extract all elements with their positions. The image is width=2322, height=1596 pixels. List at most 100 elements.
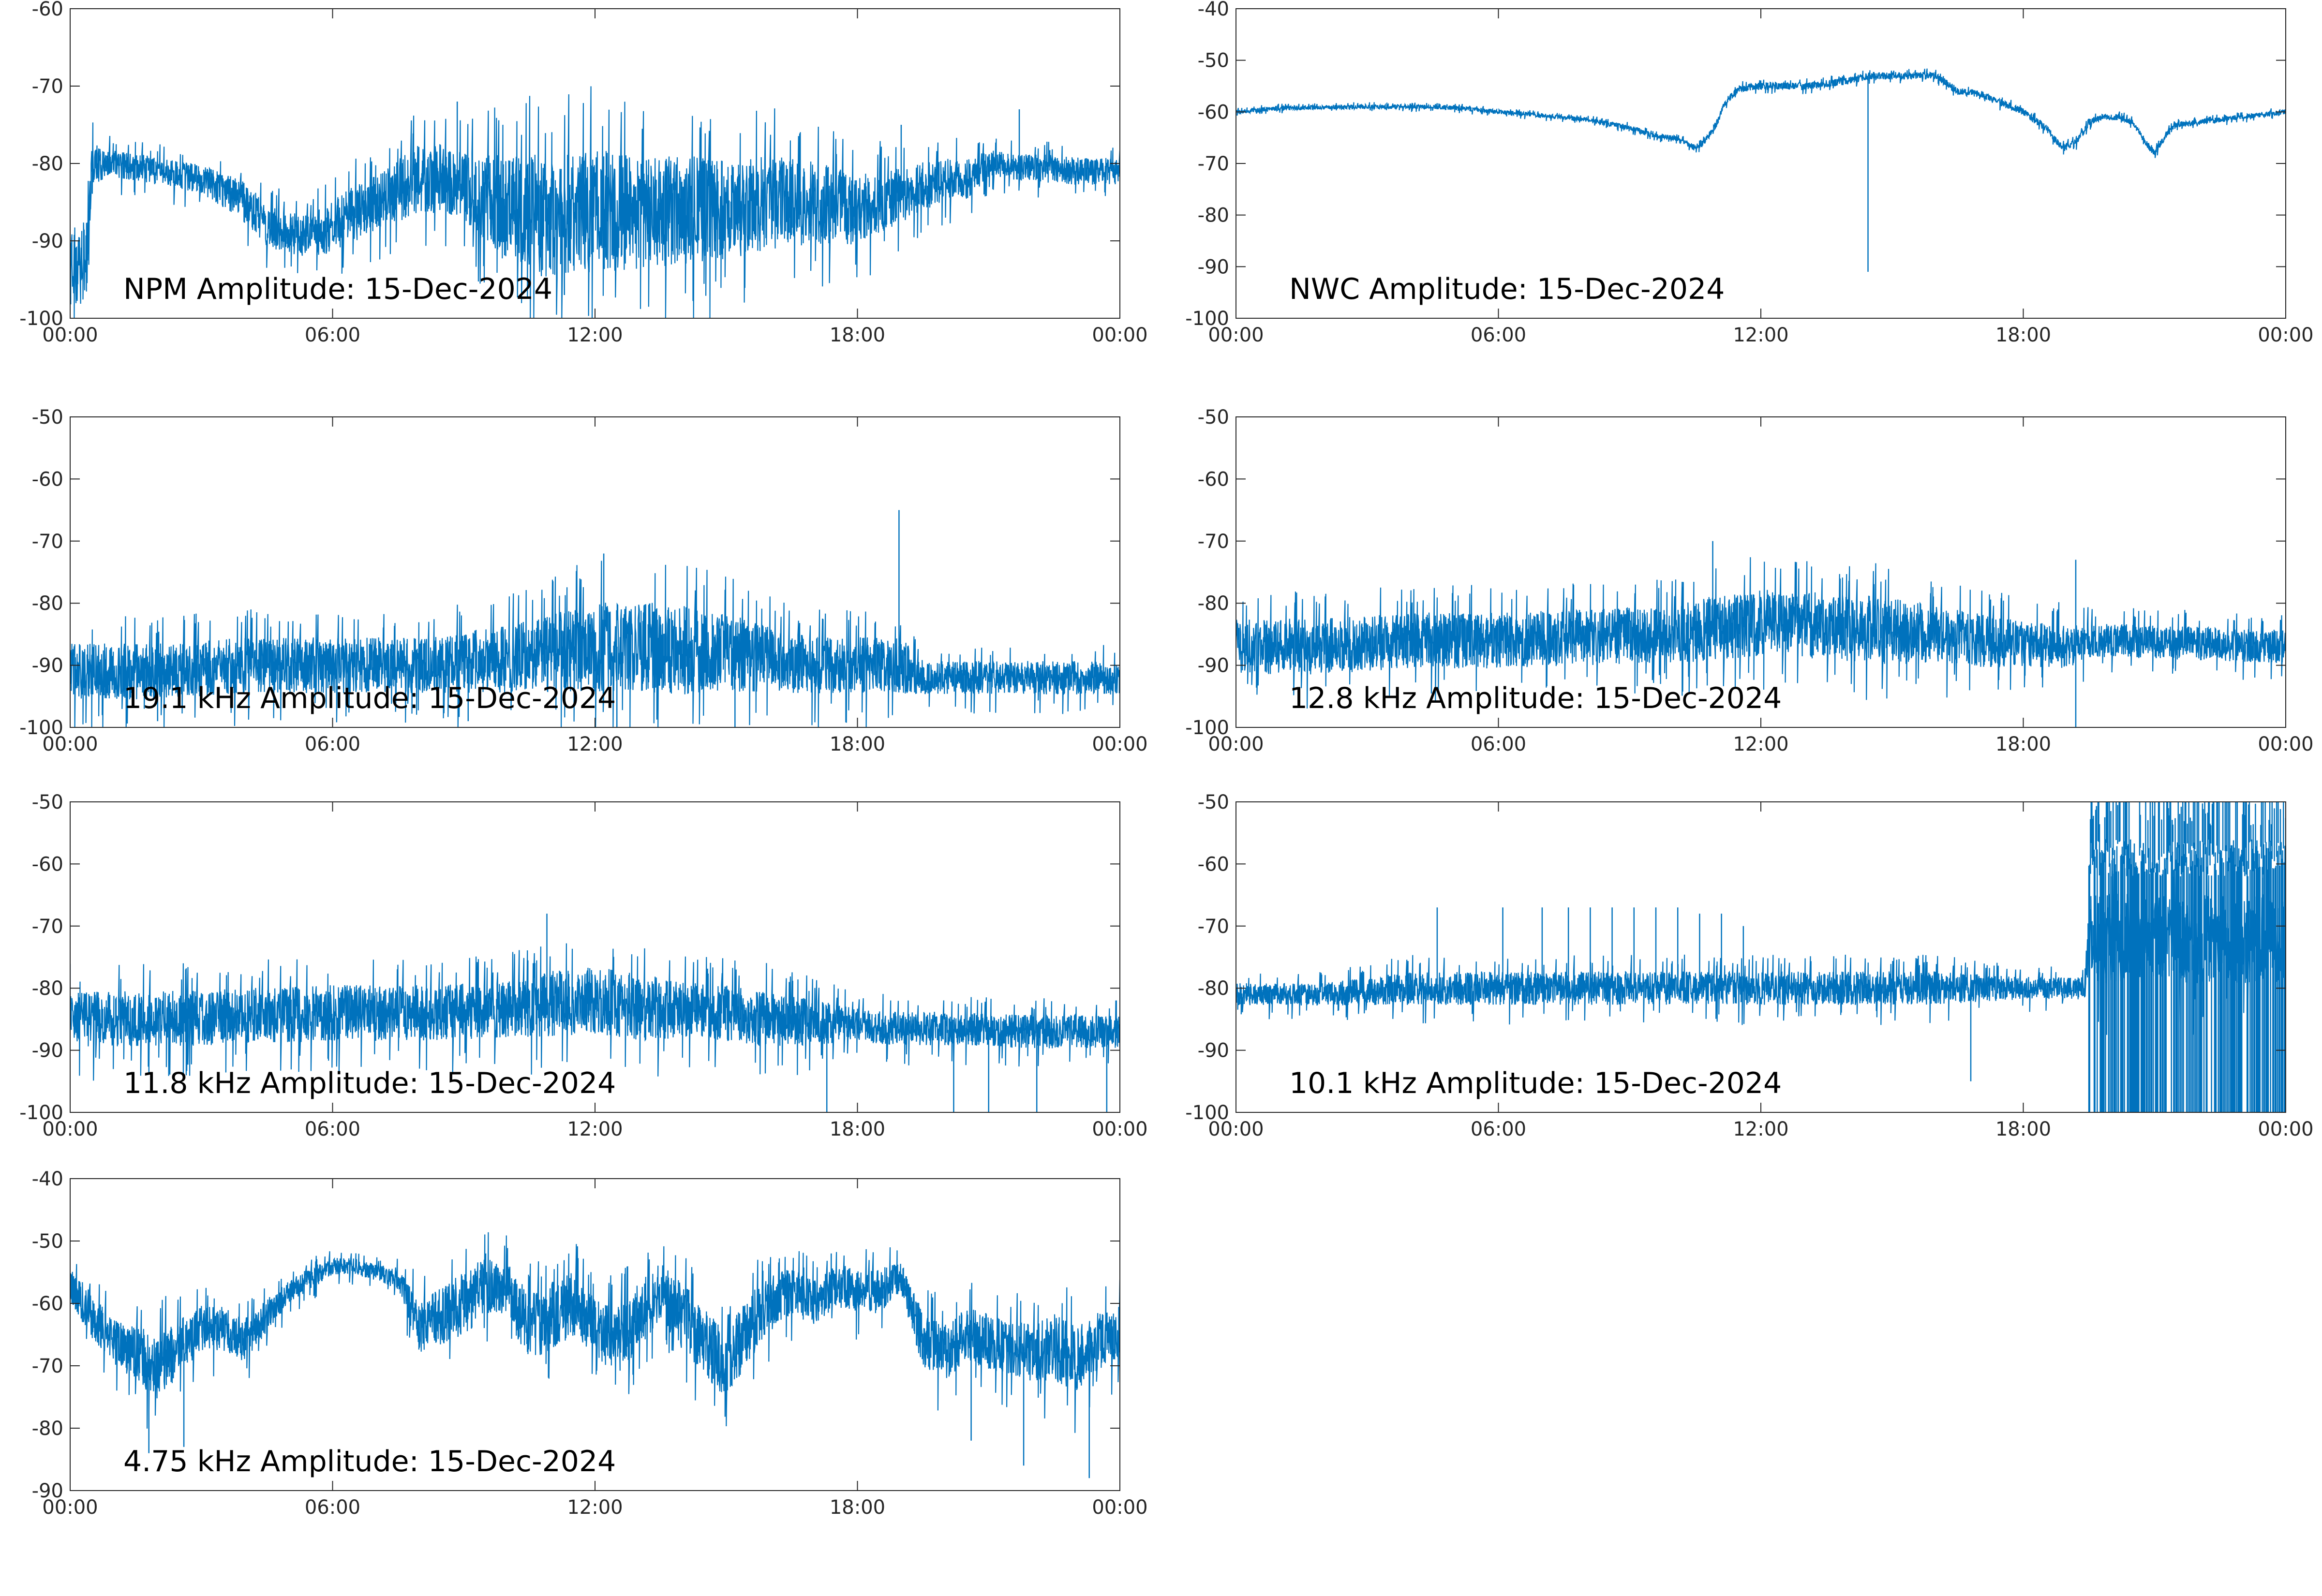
panel-5: -100 -90 -80 -70 -60 -50 00:00 06:00 12:00 18:00 0… <box>19 791 1147 1140</box>
x-tick-label: 18:00 <box>1995 324 2051 346</box>
x-tick-label: 00:00 <box>2258 324 2313 346</box>
series-line <box>70 943 1120 1081</box>
x-tick-label: 06:00 <box>305 733 360 755</box>
x-tick-label: 00:00 <box>1208 324 1264 346</box>
y-tick-label: -50 <box>32 406 63 429</box>
panel-title: NWC Amplitude: 15-Dec-2024 <box>1289 272 1725 306</box>
x-tick-label: 12:00 <box>567 1496 623 1519</box>
y-tick-label: -80 <box>32 977 63 1000</box>
y-tick-label: -90 <box>32 1040 63 1062</box>
panel-1: -100 -90 -80 -70 -60 00:00 06:00 12:00 18:00 00:0… <box>19 0 1147 346</box>
y-tick-label: -70 <box>32 1355 63 1377</box>
y-tick-label: -60 <box>32 0 63 20</box>
x-tick-label: 06:00 <box>305 324 360 346</box>
x-tick-label: 18:00 <box>830 1118 885 1140</box>
series-line <box>70 1232 1120 1433</box>
y-tick-label: -100 <box>1185 1102 1229 1124</box>
y-tick-label: -50 <box>1198 791 1229 813</box>
x-tick-label: 00:00 <box>2258 733 2313 755</box>
y-tick-label: -80 <box>1198 592 1229 615</box>
y-tick-label: -50 <box>1198 50 1229 72</box>
x-tick-label: 00:00 <box>42 324 98 346</box>
panel-title: 4.75 kHz Amplitude: 15-Dec-2024 <box>123 1445 616 1478</box>
y-tick-label: -50 <box>32 1230 63 1253</box>
y-tick-label: -40 <box>32 1168 63 1190</box>
x-tick-label: 00:00 <box>1092 1496 1147 1519</box>
y-tick-label: -70 <box>1198 153 1229 175</box>
y-tick-label: -90 <box>1198 655 1229 677</box>
x-tick-label: 12:00 <box>1733 1118 1788 1140</box>
y-tick-label: -60 <box>32 1293 63 1315</box>
burst-region <box>2088 802 2286 1112</box>
panel-7: -90 -80 -70 -60 -50 -40 00:00 06:00 12:00 18:00 00… <box>32 1168 1148 1519</box>
y-tick-label: -90 <box>32 230 63 252</box>
x-tick-label: 06:00 <box>305 1118 360 1140</box>
y-tick-label: -70 <box>1198 916 1229 938</box>
panels: -100 -90 -80 -70 -60 00:00 06:00 12:00 18:00 00:0… <box>19 0 2313 1519</box>
series-line <box>1236 68 2286 158</box>
y-tick-label: -70 <box>32 531 63 553</box>
y-tick-label: -100 <box>1185 308 1229 330</box>
y-tick-label: -70 <box>32 75 63 98</box>
y-tick-label: -50 <box>32 791 63 813</box>
x-tick-label: 12:00 <box>567 1118 623 1140</box>
x-tick-label: 00:00 <box>2258 1118 2313 1140</box>
y-tick-label: -100 <box>19 717 63 739</box>
y-tick-label: -90 <box>32 655 63 677</box>
y-tick-label: -80 <box>32 1418 63 1440</box>
x-tick-label: 00:00 <box>1092 324 1147 346</box>
panel-title: NPM Amplitude: 15-Dec-2024 <box>123 272 552 306</box>
y-tick-label: -80 <box>1198 205 1229 227</box>
y-tick-label: -100 <box>19 1102 63 1124</box>
x-tick-label: 00:00 <box>42 1496 98 1519</box>
y-tick-label: -80 <box>32 592 63 615</box>
y-tick-label: -60 <box>1198 468 1229 490</box>
y-tick-label: -80 <box>32 153 63 175</box>
series-line <box>1236 557 2286 709</box>
y-tick-label: -50 <box>1198 406 1229 429</box>
x-tick-label: 00:00 <box>42 733 98 755</box>
panel-title: 11.8 kHz Amplitude: 15-Dec-2024 <box>123 1066 616 1100</box>
y-tick-label: -100 <box>1185 717 1229 739</box>
x-tick-label: 18:00 <box>830 733 885 755</box>
y-tick-label: -60 <box>32 853 63 875</box>
panel-2: -100 -90 -80 -70 -60 -50 -40 00:00 06:00 12:00 18:… <box>1185 0 2313 346</box>
x-tick-label: 06:00 <box>305 1496 360 1519</box>
panel-3: -100 -90 -80 -70 -60 -50 00:00 06:00 12:00 18:00 0… <box>19 406 1147 755</box>
x-tick-label: 00:00 <box>1092 1118 1147 1140</box>
x-tick-label: 12:00 <box>1733 324 1788 346</box>
x-tick-label: 12:00 <box>1733 733 1788 755</box>
x-tick-label: 12:00 <box>567 324 623 346</box>
x-tick-label: 18:00 <box>1995 1118 2051 1140</box>
panel-title: 19.1 kHz Amplitude: 15-Dec-2024 <box>123 681 616 715</box>
series-line <box>70 86 1120 318</box>
y-tick-label: -90 <box>32 1480 63 1502</box>
y-tick-label: -40 <box>1198 0 1229 20</box>
y-tick-label: -60 <box>32 468 63 490</box>
y-tick-label: -60 <box>1198 101 1229 123</box>
x-tick-label: 06:00 <box>1471 733 1526 755</box>
x-tick-label: 12:00 <box>567 733 623 755</box>
x-tick-label: 06:00 <box>1471 324 1526 346</box>
y-tick-label: -90 <box>1198 256 1229 278</box>
y-tick-label: -80 <box>1198 977 1229 1000</box>
x-tick-label: 00:00 <box>42 1118 98 1140</box>
y-tick-label: -100 <box>19 308 63 330</box>
panel-6: -100 -90 -80 -70 -60 -50 00:00 06:00 12:00 18:00 0… <box>1185 791 2313 1140</box>
y-tick-label: -90 <box>1198 1040 1229 1062</box>
y-tick-label: -60 <box>1198 853 1229 875</box>
x-tick-label: 18:00 <box>1995 733 2051 755</box>
panel-4: -100 -90 -80 -70 -60 -50 00:00 06:00 12:00 18:00 0… <box>1185 406 2313 755</box>
series-line <box>1236 850 2286 1037</box>
x-tick-label: 06:00 <box>1471 1118 1526 1140</box>
x-tick-label: 00:00 <box>1092 733 1147 755</box>
y-tick-label: -70 <box>1198 531 1229 553</box>
x-tick-label: 00:00 <box>1208 733 1264 755</box>
x-tick-label: 18:00 <box>830 324 885 346</box>
x-tick-label: 00:00 <box>1208 1118 1264 1140</box>
series-line <box>70 561 1120 727</box>
panel-title: 10.1 kHz Amplitude: 15-Dec-2024 <box>1289 1066 1782 1100</box>
y-tick-label: -70 <box>32 916 63 938</box>
